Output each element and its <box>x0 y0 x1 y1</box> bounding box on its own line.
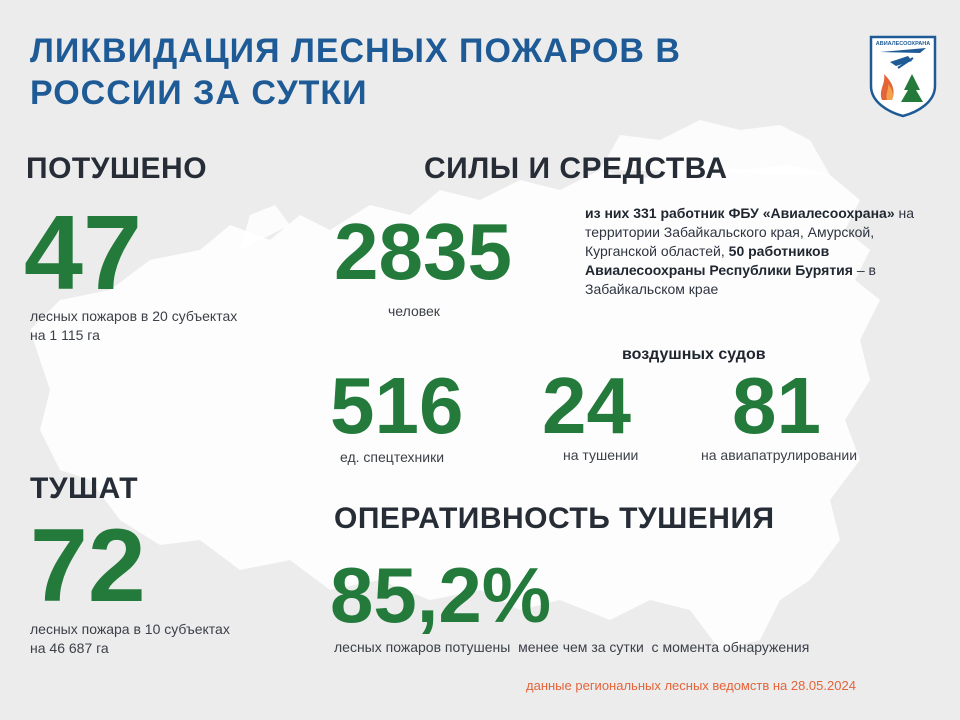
forces-note-part4: – в Забайкальском крае <box>585 262 876 297</box>
forces-note-part2: на территории Забайкальского края, Амурс… <box>585 205 915 259</box>
equipment-count: 516 <box>330 361 464 450</box>
avialesookhrana-logo: АВИАЛЕСООХРАНА <box>869 35 937 118</box>
people-count: 2835 <box>334 207 512 296</box>
aircraft-patrol-caption: на авиапатрулировании <box>701 447 858 463</box>
aircraft-label: воздушных судов <box>622 346 766 363</box>
extinguished-caption-line1: лесных пожаров в 20 субъектах <box>30 308 238 324</box>
active-heading: ТУШАТ <box>30 472 139 505</box>
extinguished-heading: ПОТУШЕНО <box>26 152 208 185</box>
extinguished-caption-line2: на 1 115 га <box>30 327 100 343</box>
efficiency-caption: лесных пожаров потушены менее чем за сут… <box>334 639 810 655</box>
active-caption-line2: на 46 687 га <box>30 640 109 656</box>
active-count: 72 <box>30 508 146 624</box>
forces-note-part1: из них 331 работник ФБУ «Авиалесоохрана» <box>585 205 895 221</box>
page-title: ЛИКВИДАЦИЯ ЛЕСНЫХ ПОЖАРОВ В РОССИИ ЗА СУ… <box>30 32 681 112</box>
equipment-caption: ед. спецтехники <box>340 449 445 465</box>
source-note: данные региональных лесных ведомств на 2… <box>526 678 856 693</box>
aircraft-patrol-count: 81 <box>732 361 821 450</box>
efficiency-heading: ОПЕРАТИВНОСТЬ ТУШЕНИЯ <box>334 502 775 535</box>
forces-note: из них 331 работник ФБУ «Авиалесоохрана»… <box>585 204 915 299</box>
aircraft-firefighting-caption: на тушении <box>563 447 639 463</box>
active-caption-line1: лесных пожара в 10 субъектах <box>30 621 230 637</box>
aircraft-firefighting-count: 24 <box>542 361 631 450</box>
forces-note-part3: 50 работников Авиалесоохраны Республики … <box>585 243 853 278</box>
svg-text:АВИАЛЕСООХРАНА: АВИАЛЕСООХРАНА <box>876 41 930 47</box>
forces-heading: СИЛЫ И СРЕДСТВА <box>424 152 728 185</box>
people-caption: человек <box>388 303 440 319</box>
efficiency-value: 85,2% <box>330 551 552 639</box>
extinguished-count: 47 <box>24 194 142 312</box>
